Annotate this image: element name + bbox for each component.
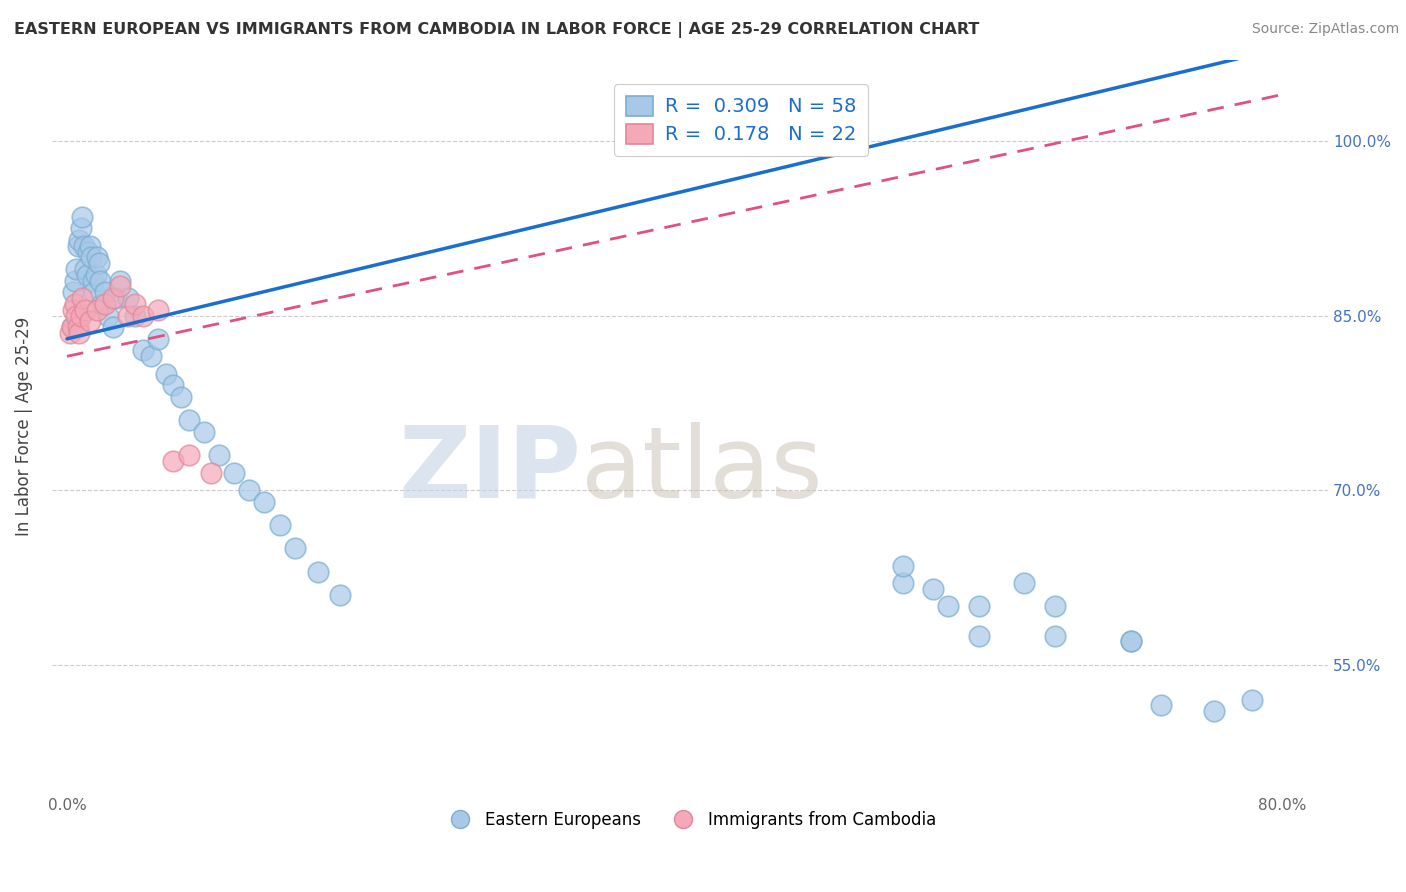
Point bbox=[238, 483, 260, 497]
Point bbox=[193, 425, 215, 439]
Point bbox=[90, 297, 112, 311]
Point bbox=[79, 239, 101, 253]
Point bbox=[1150, 698, 1173, 713]
Y-axis label: In Labor Force | Age 25-29: In Labor Force | Age 25-29 bbox=[15, 317, 32, 536]
Point bbox=[97, 309, 120, 323]
Point bbox=[146, 332, 169, 346]
Point bbox=[117, 309, 139, 323]
Point bbox=[253, 495, 276, 509]
Point bbox=[70, 210, 93, 224]
Point bbox=[101, 291, 124, 305]
Point bbox=[1119, 634, 1142, 648]
Point bbox=[66, 239, 89, 253]
Point bbox=[1119, 634, 1142, 648]
Point bbox=[124, 297, 146, 311]
Point bbox=[69, 309, 91, 323]
Point bbox=[162, 378, 184, 392]
Point bbox=[89, 274, 111, 288]
Point bbox=[132, 343, 155, 358]
Point bbox=[73, 239, 96, 253]
Point bbox=[62, 302, 84, 317]
Point bbox=[1043, 629, 1066, 643]
Point bbox=[70, 291, 93, 305]
Point bbox=[63, 297, 86, 311]
Point bbox=[170, 390, 193, 404]
Point bbox=[936, 599, 959, 614]
Point bbox=[269, 518, 291, 533]
Point bbox=[1241, 692, 1264, 706]
Point bbox=[1204, 704, 1226, 718]
Point bbox=[132, 309, 155, 323]
Point bbox=[79, 314, 101, 328]
Point bbox=[967, 599, 990, 614]
Text: ZIP: ZIP bbox=[398, 422, 582, 518]
Point bbox=[94, 285, 117, 300]
Point bbox=[146, 302, 169, 317]
Point bbox=[60, 320, 83, 334]
Point bbox=[60, 320, 83, 334]
Point bbox=[69, 221, 91, 235]
Point bbox=[75, 262, 97, 277]
Point bbox=[62, 285, 84, 300]
Point bbox=[77, 244, 100, 259]
Point bbox=[65, 262, 87, 277]
Point bbox=[329, 588, 352, 602]
Point bbox=[155, 367, 177, 381]
Point bbox=[67, 233, 90, 247]
Point bbox=[63, 274, 86, 288]
Point bbox=[59, 326, 82, 340]
Point bbox=[177, 448, 200, 462]
Point bbox=[1012, 576, 1035, 591]
Point bbox=[967, 629, 990, 643]
Point bbox=[891, 558, 914, 573]
Legend: Eastern Europeans, Immigrants from Cambodia: Eastern Europeans, Immigrants from Cambo… bbox=[437, 805, 943, 836]
Point bbox=[162, 454, 184, 468]
Point bbox=[108, 274, 131, 288]
Point bbox=[83, 285, 105, 300]
Point bbox=[75, 302, 97, 317]
Point bbox=[284, 541, 307, 556]
Point bbox=[307, 565, 329, 579]
Point bbox=[208, 448, 231, 462]
Point bbox=[76, 268, 98, 282]
Point bbox=[104, 291, 127, 305]
Point bbox=[108, 279, 131, 293]
Point bbox=[86, 251, 108, 265]
Point bbox=[200, 466, 222, 480]
Point bbox=[94, 297, 117, 311]
Point bbox=[101, 320, 124, 334]
Text: atlas: atlas bbox=[582, 422, 823, 518]
Point bbox=[87, 256, 110, 270]
Point bbox=[139, 349, 162, 363]
Point bbox=[124, 309, 146, 323]
Point bbox=[891, 576, 914, 591]
Point bbox=[222, 466, 245, 480]
Point bbox=[922, 582, 945, 596]
Point bbox=[86, 302, 108, 317]
Text: EASTERN EUROPEAN VS IMMIGRANTS FROM CAMBODIA IN LABOR FORCE | AGE 25-29 CORRELAT: EASTERN EUROPEAN VS IMMIGRANTS FROM CAMB… bbox=[14, 22, 980, 38]
Point bbox=[117, 291, 139, 305]
Point bbox=[82, 274, 104, 288]
Point bbox=[66, 320, 89, 334]
Point bbox=[177, 413, 200, 427]
Point bbox=[67, 326, 90, 340]
Point bbox=[65, 309, 87, 323]
Point bbox=[1043, 599, 1066, 614]
Point bbox=[80, 251, 103, 265]
Text: Source: ZipAtlas.com: Source: ZipAtlas.com bbox=[1251, 22, 1399, 37]
Point bbox=[84, 268, 107, 282]
